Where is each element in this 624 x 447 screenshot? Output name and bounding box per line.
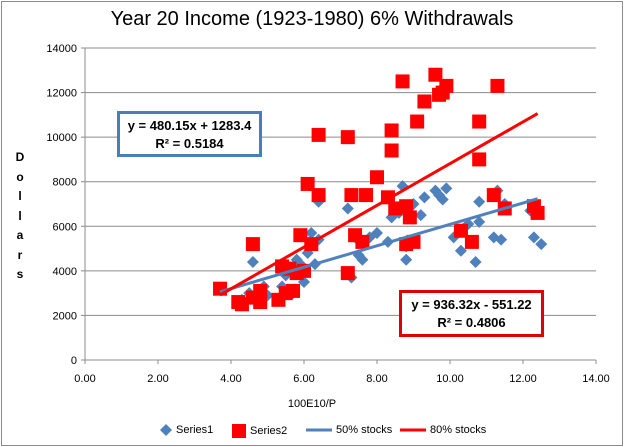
y-axis-label: D o l l a r s [15, 150, 25, 281]
series2-point [359, 188, 374, 203]
x-tick-label: 8.00 [366, 373, 387, 385]
legend-label: Series1 [176, 424, 214, 436]
series2-point [453, 223, 468, 238]
series2-point [234, 297, 249, 312]
legend-label: 50% stocks [336, 424, 393, 436]
series1-point [418, 191, 431, 204]
y-tick-label: 8000 [53, 177, 77, 189]
series1-point [440, 182, 453, 195]
x-tick-label: 4.00 [220, 373, 241, 385]
series1-point [469, 255, 482, 268]
square-marker-icon [232, 424, 246, 438]
trendline-80-stocks [219, 112, 539, 297]
legend-item-80-stocks: 80% stocks [400, 424, 486, 436]
y-tick-label: 14000 [46, 43, 77, 55]
r-squared-text: R² = 0.5184 [155, 136, 224, 151]
series2-point [286, 283, 301, 298]
series1-point [246, 255, 259, 268]
series2-point [490, 78, 505, 93]
series2-point [388, 201, 403, 216]
series1-point [414, 209, 427, 222]
legend-item-50-stocks: 50% stocks [306, 424, 392, 436]
series2-point [486, 188, 501, 203]
series1-point [341, 202, 354, 215]
series1-point [495, 233, 508, 246]
series2-point [340, 266, 355, 281]
series2-point [300, 176, 315, 191]
series2-point [428, 67, 443, 82]
series2-point [402, 210, 417, 225]
y-tick-label: 2000 [53, 310, 77, 322]
series2-point [370, 170, 384, 185]
series1-point [454, 244, 467, 257]
series2-point [384, 143, 399, 158]
y-tick-label: 0 [71, 355, 77, 367]
series1-point [527, 231, 540, 244]
x-tick-label: 0.00 [74, 373, 95, 385]
series1-point [473, 195, 486, 208]
series1-point [305, 226, 318, 239]
chart-title: Year 20 Income (1923-1980) 6% Withdrawal… [110, 8, 514, 30]
trendline-50-stocks [219, 197, 539, 294]
series1-point [535, 238, 548, 251]
series2-point [340, 130, 355, 145]
series2-point [530, 205, 545, 220]
diamond-marker-icon [160, 424, 172, 437]
legend-label: Series2 [250, 424, 288, 437]
equation-text: y = 480.15x + 1283.4 [127, 118, 252, 133]
x-tick-label: 14.00 [582, 373, 610, 385]
series2-point [344, 188, 359, 203]
series2-point [245, 237, 260, 252]
series2-point [253, 283, 268, 298]
series2-point [311, 188, 326, 203]
x-tick-label: 10.00 [436, 373, 464, 385]
trendline-equation-box-50: y = 480.15x + 1283.4 R² = 0.5184 [117, 111, 262, 157]
series1-point [473, 215, 486, 228]
series2-point [439, 78, 454, 93]
y-tick-label: 6000 [53, 221, 77, 233]
legend-label: 80% stocks [430, 424, 487, 436]
series2-point [399, 199, 414, 214]
series1-point [400, 253, 413, 266]
x-tick-label: 12.00 [509, 373, 537, 385]
series2-point [293, 228, 308, 243]
y-tick-label: 4000 [53, 266, 77, 278]
legend-item-series1: Series1 [160, 424, 214, 437]
series2-point [384, 123, 399, 138]
x-axis-label: 100E10/P [287, 398, 337, 410]
series2-point [311, 127, 326, 142]
y-tick-label: 10000 [46, 132, 77, 144]
line-marker-icon [400, 428, 426, 432]
series2-point [410, 114, 425, 129]
series2-point [355, 234, 370, 249]
series2-point [472, 114, 487, 129]
x-tick-label: 2.00 [147, 373, 168, 385]
series2-point [395, 74, 410, 89]
series2-point [417, 94, 432, 109]
series2-point [253, 295, 268, 310]
legend-item-series2: Series2 [232, 424, 287, 438]
series1-point [371, 226, 383, 239]
line-marker-icon [306, 428, 332, 432]
series1-point [356, 253, 369, 266]
y-tick-label: 12000 [46, 88, 77, 100]
series2-point [464, 234, 479, 249]
series1-point [436, 193, 449, 206]
r-squared-text: R² = 0.4806 [437, 315, 506, 330]
equation-text: y = 936.32x - 551.22 [411, 297, 532, 312]
x-tick-label: 6.00 [293, 373, 314, 385]
series2-point [406, 234, 421, 249]
series2-point [472, 152, 487, 167]
trendline-equation-box-80: y = 936.32x - 551.22 R² = 0.4806 [399, 290, 544, 337]
